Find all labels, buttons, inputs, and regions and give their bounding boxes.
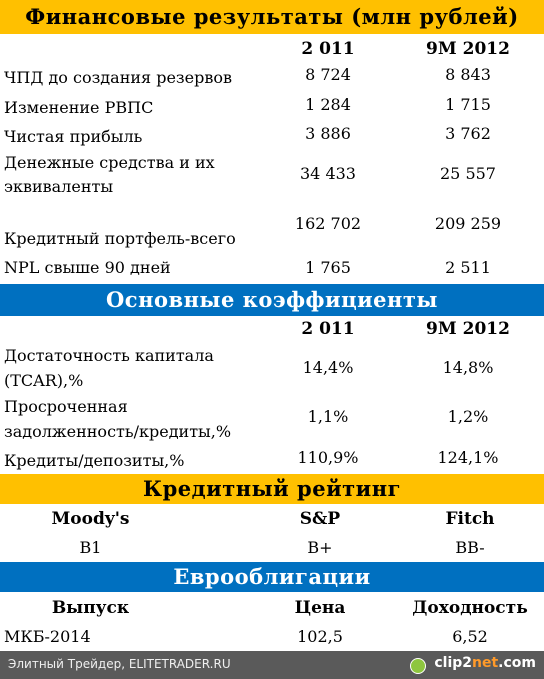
financial-col-9m2012: 9M 2012: [426, 39, 510, 59]
row-label-tcar-line2: (TCAR),%: [4, 371, 84, 390]
row-value-npl-9m2012: 2 511: [445, 258, 491, 277]
clip2net-logo-icon: [410, 658, 426, 674]
row-label-provisions: Изменение РВПС: [4, 98, 154, 117]
eurobonds-value-yield: 6,52: [452, 627, 488, 646]
row-label-nii: ЧПД до создания резервов: [4, 68, 232, 87]
row-label-tcar-line1: Достаточность капитала: [4, 346, 214, 365]
row-label-overdue-line1: Просроченная: [4, 397, 128, 416]
rating-value-sp: B+: [307, 538, 333, 557]
row-value-nii-9m2012: 8 843: [445, 65, 491, 84]
rating-value-fitch: BB-: [455, 538, 485, 557]
ratios-col-9m2012: 9M 2012: [426, 319, 510, 339]
rating-section-title: Кредитный рейтинг: [0, 474, 544, 504]
financial-col-2011: 2 011: [301, 39, 355, 59]
brand-tail: .com: [498, 655, 536, 671]
row-value-loans-deposits-2011: 110,9%: [297, 448, 359, 467]
row-label-cash-line1: Денежные средства и их: [4, 153, 215, 172]
rating-header-fitch: Fitch: [445, 509, 495, 529]
row-value-cash-2011: 34 433: [300, 164, 356, 183]
row-label-overdue-line2: задолженность/кредиты,%: [4, 422, 232, 441]
eurobonds-header-issue: Выпуск: [51, 598, 130, 618]
ratios-section-title: Основные коэффициенты: [0, 284, 544, 316]
row-value-npl-2011: 1 765: [305, 258, 351, 277]
row-value-cash-9m2012: 25 557: [440, 164, 496, 183]
row-label-loan-portfolio: Кредитный портфель-всего: [4, 229, 236, 248]
rating-header-sp: S&P: [299, 509, 341, 529]
row-value-loans-deposits-9m2012: 124,1%: [437, 448, 499, 467]
eurobonds-section-title: Еврооблигации: [0, 562, 544, 592]
row-label-cash-line2: эквиваленты: [4, 177, 114, 196]
row-label-loans-deposits: Кредиты/депозиты,%: [4, 451, 185, 470]
row-value-loan-portfolio-2011: 162 702: [294, 214, 362, 233]
eurobonds-header-price: Цена: [294, 598, 346, 618]
footer-brand[interactable]: clip2net.com: [434, 655, 536, 671]
row-value-provisions-2011: 1 284: [305, 95, 351, 114]
row-value-overdue-2011: 1,1%: [307, 407, 349, 426]
rating-header-moodys: Moody's: [51, 509, 130, 529]
row-value-tcar-2011: 14,4%: [302, 358, 354, 377]
row-value-loan-portfolio-9m2012: 209 259: [434, 214, 502, 233]
brand-main: clip2: [434, 655, 473, 671]
eurobonds-header-yield: Доходность: [412, 598, 528, 618]
footer-credit: Элитный Трейдер, ELITETRADER.RU: [8, 657, 231, 671]
row-label-net-profit: Чистая прибыль: [4, 127, 143, 146]
eurobonds-value-issue: МКБ-2014: [4, 627, 91, 646]
row-value-overdue-9m2012: 1,2%: [447, 407, 489, 426]
watermark-footer: Элитный Трейдер, ELITETRADER.RU clip2net…: [0, 651, 544, 679]
row-value-net-profit-2011: 3 886: [305, 124, 351, 143]
eurobonds-value-price: 102,5: [297, 627, 343, 646]
row-value-nii-2011: 8 724: [305, 65, 351, 84]
row-value-tcar-9m2012: 14,8%: [442, 358, 494, 377]
financial-section-title: Финансовые результаты (млн рублей): [0, 0, 544, 34]
rating-value-moodys: B1: [79, 538, 102, 557]
row-label-npl: NPL свыше 90 дней: [4, 258, 171, 277]
brand-accent: net: [472, 655, 499, 671]
row-value-provisions-9m2012: 1 715: [445, 95, 491, 114]
ratios-col-2011: 2 011: [301, 319, 355, 339]
row-value-net-profit-9m2012: 3 762: [445, 124, 491, 143]
